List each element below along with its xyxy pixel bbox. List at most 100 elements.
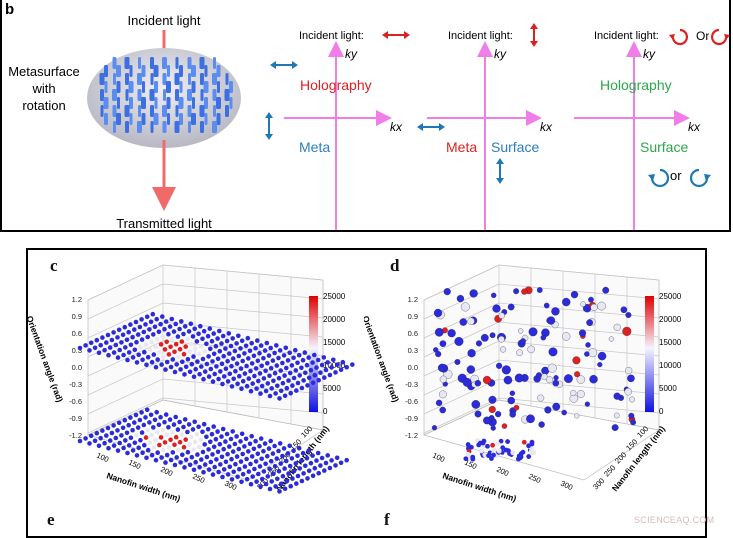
data-point xyxy=(134,453,140,458)
data-point xyxy=(248,461,253,467)
data-point xyxy=(278,368,283,373)
nanopillar xyxy=(112,105,117,117)
data-point xyxy=(537,394,545,402)
data-point xyxy=(206,374,212,379)
data-point xyxy=(204,434,209,440)
data-point xyxy=(263,481,269,487)
data-point xyxy=(570,389,577,397)
data-point xyxy=(221,353,226,359)
nanopillar xyxy=(162,73,167,85)
data-point xyxy=(284,458,289,464)
double-arrow-horizontal-icon xyxy=(270,61,298,69)
data-point xyxy=(220,333,226,339)
data-point xyxy=(588,348,598,358)
data-point xyxy=(443,288,451,296)
data-point xyxy=(268,365,274,371)
data-point xyxy=(159,455,164,460)
data-point xyxy=(305,383,310,388)
y-tick-label: 200 xyxy=(613,450,628,465)
nanopillar xyxy=(124,105,130,117)
data-point xyxy=(254,479,259,484)
data-point xyxy=(215,336,220,341)
data-point xyxy=(275,383,280,389)
data-point xyxy=(491,452,496,458)
nanopillar xyxy=(138,57,141,69)
data-point xyxy=(139,430,145,435)
data-point xyxy=(282,393,288,399)
data-point xyxy=(113,435,119,441)
data-point xyxy=(278,481,284,487)
data-point xyxy=(553,375,559,381)
k-diagram-3: Incident light: Or ky kx Holography Surf… xyxy=(574,28,730,230)
nanopillar xyxy=(150,105,154,117)
data-point xyxy=(211,444,217,450)
data-point xyxy=(225,472,231,477)
data-point xyxy=(185,336,190,342)
data-point xyxy=(249,454,255,459)
data-point xyxy=(196,444,202,450)
data-point xyxy=(284,385,290,391)
nanopillar xyxy=(113,121,116,133)
data-point xyxy=(322,468,327,473)
data-point xyxy=(172,369,178,375)
data-point xyxy=(147,327,152,332)
data-point xyxy=(154,409,159,415)
data-point xyxy=(179,319,184,324)
data-point xyxy=(268,345,273,351)
colorbar-tick-label: 20000 xyxy=(659,315,682,324)
data-point xyxy=(456,294,465,303)
data-point xyxy=(216,376,221,382)
nanopillar xyxy=(175,105,179,117)
data-point xyxy=(259,476,265,482)
data-point xyxy=(540,334,547,341)
nanopillar xyxy=(100,89,104,101)
x-tick-label: 300 xyxy=(559,479,574,492)
data-point xyxy=(195,452,200,457)
data-point xyxy=(168,437,173,443)
data-point xyxy=(130,427,135,433)
data-point xyxy=(574,413,580,419)
data-point xyxy=(490,425,496,431)
data-point xyxy=(102,440,107,446)
data-point xyxy=(219,361,225,367)
data-point xyxy=(521,288,528,295)
data-point xyxy=(206,447,211,452)
data-point xyxy=(287,370,293,376)
data-point xyxy=(277,348,283,353)
data-point xyxy=(608,336,614,342)
data-point xyxy=(503,447,509,453)
nanopillar xyxy=(112,57,117,69)
data-point xyxy=(290,383,295,388)
data-point xyxy=(288,483,294,489)
data-point xyxy=(197,464,202,470)
data-point xyxy=(104,340,109,345)
data-point xyxy=(255,338,260,343)
data-point xyxy=(100,335,105,340)
data-point xyxy=(331,357,336,363)
data-point xyxy=(590,303,598,311)
data-point xyxy=(244,383,250,389)
data-point xyxy=(270,451,276,456)
data-point xyxy=(250,474,255,479)
data-point xyxy=(147,440,153,445)
x-tick-label: 100 xyxy=(95,451,110,464)
data-point xyxy=(333,370,338,375)
nanopillar xyxy=(204,65,208,77)
data-point xyxy=(217,441,223,447)
data-point xyxy=(202,462,208,467)
data-point xyxy=(468,444,474,450)
nanopillar xyxy=(103,97,109,109)
data-point xyxy=(178,367,183,372)
data-point xyxy=(183,344,188,349)
data-point xyxy=(312,465,318,471)
data-point xyxy=(602,286,610,294)
data-point xyxy=(280,360,285,366)
z-tick-label: 0.0 xyxy=(408,363,418,372)
nanopillar xyxy=(200,121,204,133)
data-point xyxy=(224,338,230,344)
data-point xyxy=(115,335,120,340)
data-point xyxy=(266,446,272,451)
data-point xyxy=(333,463,338,468)
data-point xyxy=(318,463,323,468)
data-point xyxy=(120,425,126,431)
